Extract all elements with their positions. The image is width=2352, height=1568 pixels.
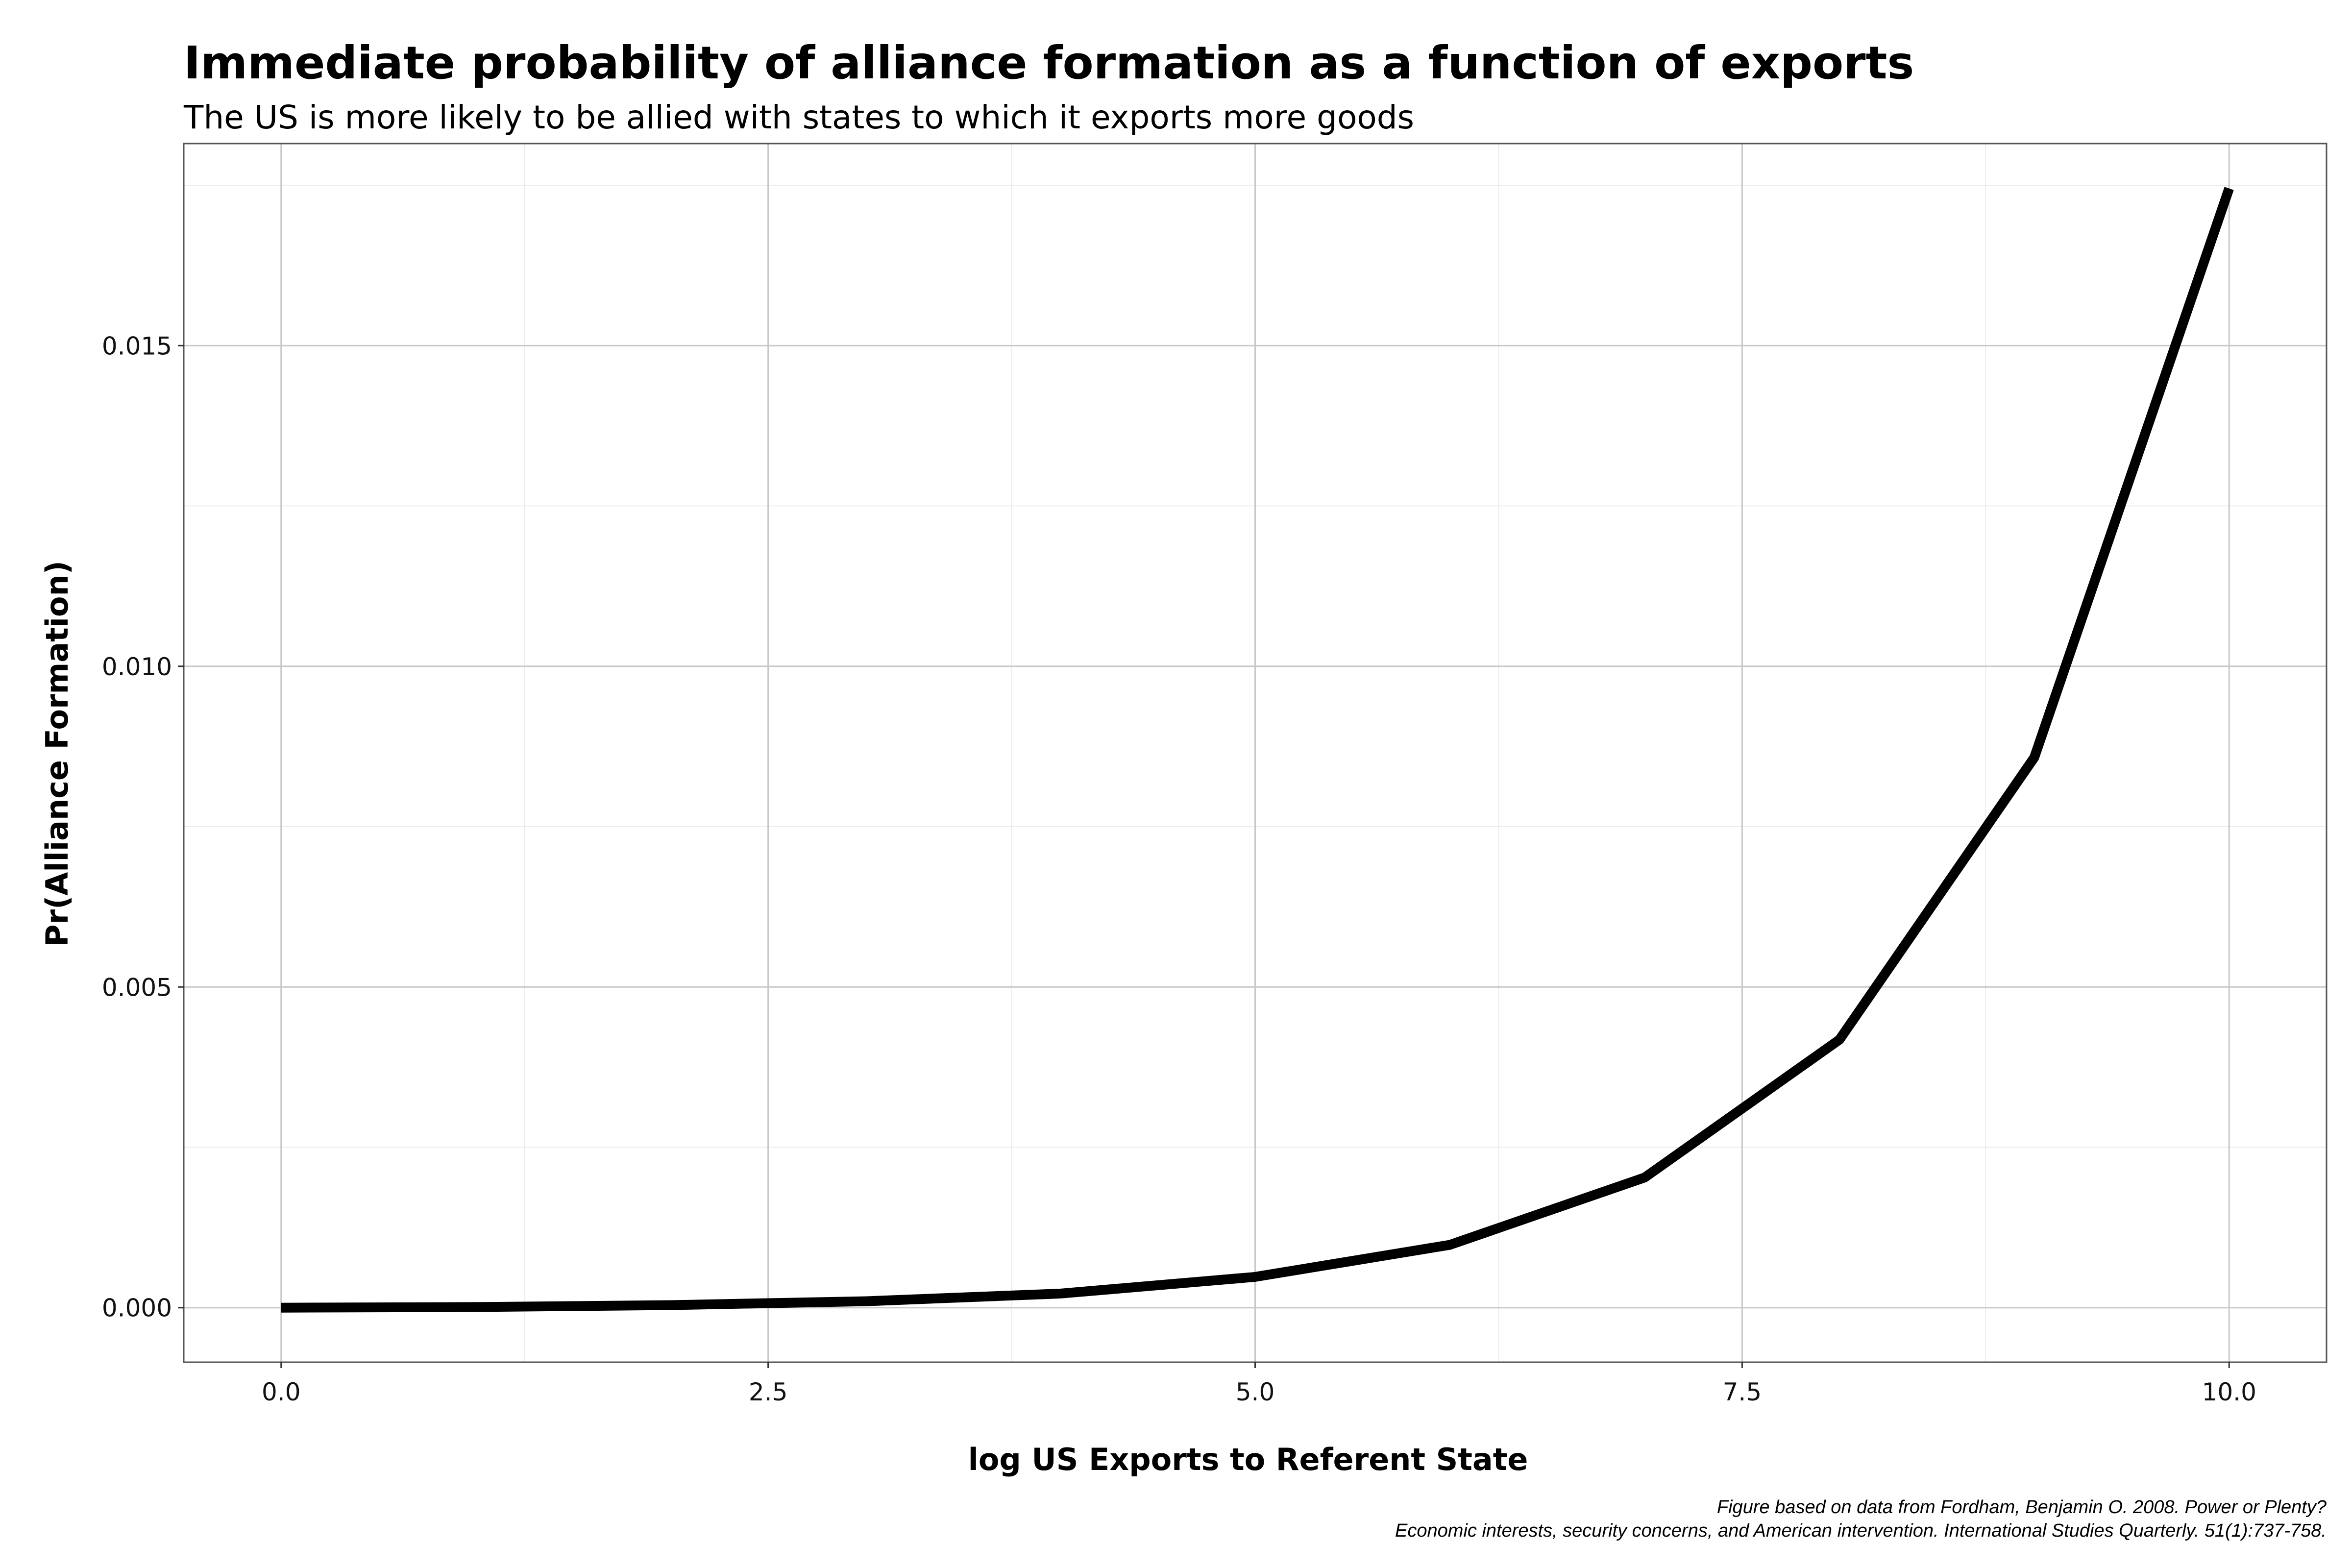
x-tick-label: 5.0 xyxy=(1236,1378,1275,1406)
x-tick-label: 10.0 xyxy=(2202,1378,2256,1406)
y-tick-label: 0.000 xyxy=(102,1294,172,1323)
y-tick-label: 0.010 xyxy=(102,653,172,681)
series-layer xyxy=(281,187,2234,1313)
major-gridlines xyxy=(184,144,2327,1362)
chart-subtitle: The US is more likely to be allied with … xyxy=(183,98,1414,136)
x-tick-label: 2.5 xyxy=(749,1378,788,1406)
chart-title: Immediate probability of alliance format… xyxy=(184,37,1914,89)
x-axis-tick-labels: 0.0 2.5 5.0 7.5 10.0 xyxy=(262,1378,2256,1406)
y-tick-label: 0.005 xyxy=(102,973,172,1002)
caption-line-2: Economic interests, security concerns, a… xyxy=(1395,1520,2327,1541)
x-tick-label: 0.0 xyxy=(262,1378,301,1406)
y-axis-title: Pr(Alliance Formation) xyxy=(39,561,75,947)
series-line xyxy=(281,187,2234,1313)
y-tick-label: 0.015 xyxy=(102,332,172,360)
axis-ticks xyxy=(178,344,2230,1368)
y-axis-tick-labels: 0.000 0.005 0.010 0.015 xyxy=(102,332,172,1322)
x-axis-title: log US Exports to Referent State xyxy=(968,1442,1528,1477)
caption-line-1: Figure based on data from Fordham, Benja… xyxy=(1717,1497,2327,1518)
x-tick-label: 7.5 xyxy=(1723,1378,1762,1406)
